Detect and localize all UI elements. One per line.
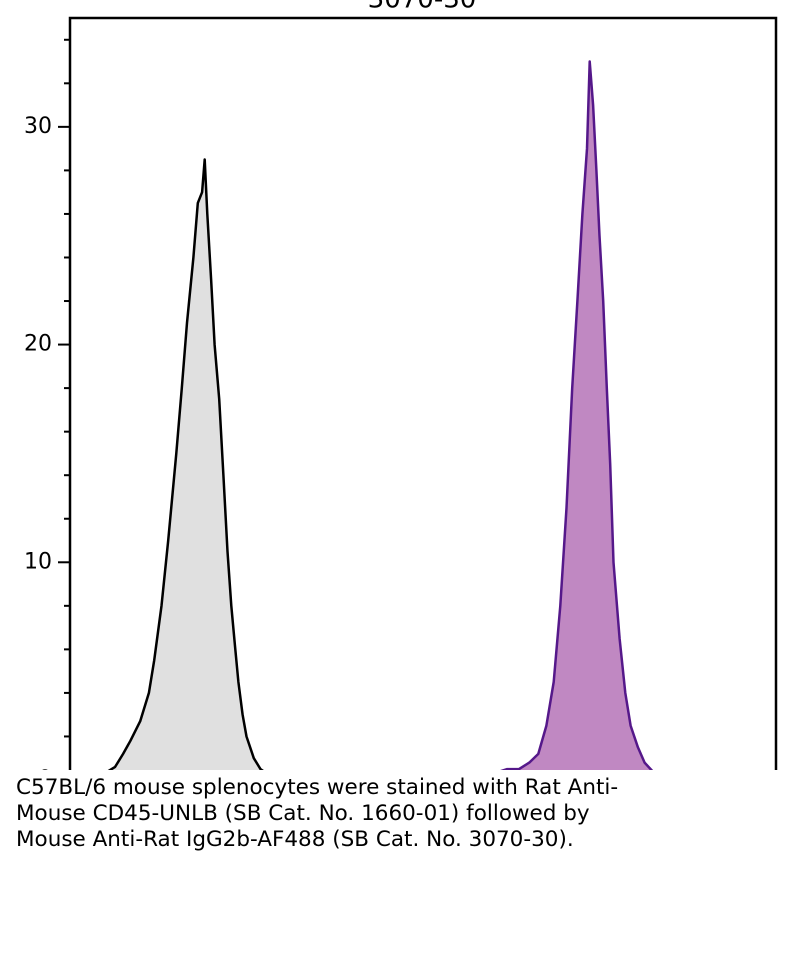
caption-line-1: C57BL/6 mouse splenocytes were stained w… (16, 775, 619, 800)
figure-caption: C57BL/6 mouse splenocytes were stained w… (16, 775, 776, 853)
series-2-line (500, 60, 654, 770)
series-layer (107, 60, 654, 770)
histogram-chart: 3070-30 0102030 100101102103 (24, 0, 778, 770)
series-1-line (107, 158, 264, 770)
plot-frame (68, 16, 778, 770)
caption-line-2: Mouse CD45-UNLB (SB Cat. No. 1660-01) fo… (16, 801, 590, 826)
chart-title: 3070-30 (368, 0, 477, 15)
series-1-area (110, 159, 262, 770)
caption-line-3: Mouse Anti-Rat IgG2b-AF488 (SB Cat. No. … (16, 827, 574, 852)
series-2-area (504, 61, 652, 770)
y-tick-label: 30 (24, 114, 52, 139)
y-tick-label: 20 (24, 332, 52, 357)
y-tick-label: 0 (38, 767, 52, 770)
y-axis: 0 10 20 30 (24, 38, 70, 770)
y-tick-label: 10 (24, 549, 52, 574)
